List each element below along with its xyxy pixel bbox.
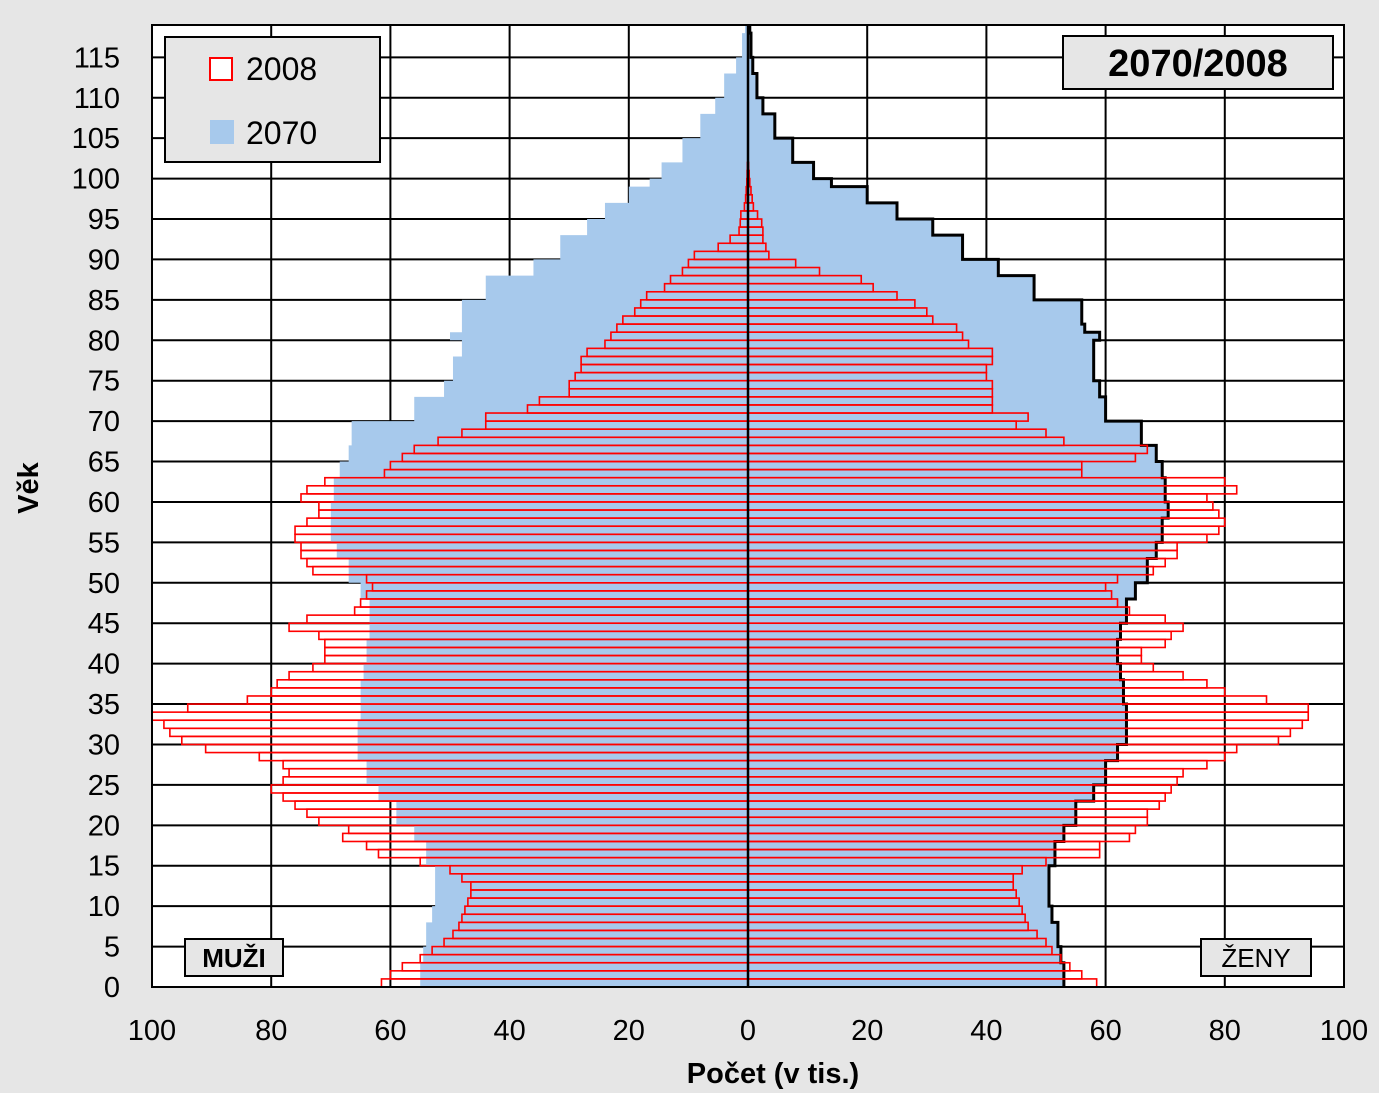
y-tick-label: 85 bbox=[88, 285, 120, 317]
y-tick-label: 90 bbox=[88, 244, 120, 276]
x-tick-label: 40 bbox=[970, 1015, 1002, 1047]
y-tick-label: 95 bbox=[88, 204, 120, 236]
x-tick-label: 20 bbox=[851, 1015, 883, 1047]
y-tick-label: 35 bbox=[88, 689, 120, 721]
y-tick-label: 15 bbox=[88, 851, 120, 883]
x-axis-ticks: 100 80 60 40 20 0 20 40 60 80 100 bbox=[128, 1015, 1368, 1047]
women-label-box: ŽENY bbox=[1200, 938, 1312, 977]
x-tick-label: 100 bbox=[128, 1015, 176, 1047]
y-tick-label: 30 bbox=[88, 729, 120, 761]
legend-label-2008: 2008 bbox=[246, 51, 317, 87]
y-axis-ticks: 0 5 10 15 20 25 30 35 40 45 50 55 60 65 70 75 80 85 90 95 10… bbox=[72, 42, 120, 1004]
area-2070-women bbox=[748, 25, 1169, 987]
y-tick-label: 65 bbox=[88, 447, 120, 479]
y-tick-label: 60 bbox=[88, 487, 120, 519]
x-axis-label: Počet (v tis.) bbox=[687, 1058, 859, 1090]
y-tick-label: 50 bbox=[88, 568, 120, 600]
x-tick-label: 100 bbox=[1320, 1015, 1368, 1047]
y-tick-label: 0 bbox=[104, 972, 120, 1004]
y-tick-label: 115 bbox=[74, 42, 120, 74]
legend-label-2070: 2070 bbox=[246, 115, 317, 151]
plot-frame bbox=[151, 24, 1345, 988]
legend-swatch-2070 bbox=[210, 120, 234, 144]
y-tick-label: 70 bbox=[88, 406, 120, 438]
y-tick-label: 25 bbox=[88, 770, 120, 802]
legend-swatch-2008 bbox=[209, 57, 233, 81]
y-tick-label: 105 bbox=[72, 123, 120, 155]
x-tick-label: 0 bbox=[740, 1015, 756, 1047]
y-tick-label: 80 bbox=[88, 325, 120, 357]
chart-title: 2070/2008 bbox=[1108, 43, 1288, 85]
area-2070-men bbox=[330, 25, 748, 987]
y-tick-label: 45 bbox=[88, 608, 120, 640]
y-axis-label: Věk bbox=[13, 461, 45, 513]
y-tick-label: 40 bbox=[88, 649, 120, 681]
chart-title-box: 2070/2008 bbox=[1062, 35, 1334, 90]
x-tick-label: 80 bbox=[255, 1015, 287, 1047]
x-tick-label: 40 bbox=[493, 1015, 525, 1047]
y-tick-label: 20 bbox=[88, 810, 120, 842]
x-tick-label: 80 bbox=[1209, 1015, 1241, 1047]
series-2070-area bbox=[330, 25, 1170, 987]
legend: 2008 2070 bbox=[164, 36, 381, 163]
y-tick-label: 55 bbox=[88, 527, 120, 559]
y-tick-label: 100 bbox=[72, 164, 120, 196]
y-tick-label: 110 bbox=[74, 83, 120, 115]
x-tick-label: 20 bbox=[613, 1015, 645, 1047]
legend-box bbox=[164, 36, 381, 163]
y-tick-label: 10 bbox=[88, 891, 120, 923]
men-label: MUŽI bbox=[202, 943, 266, 973]
women-label: ŽENY bbox=[1221, 943, 1290, 973]
men-label-box: MUŽI bbox=[184, 938, 284, 977]
y-tick-label: 5 bbox=[104, 932, 120, 964]
x-tick-label: 60 bbox=[374, 1015, 406, 1047]
y-tick-label: 75 bbox=[88, 366, 120, 398]
x-tick-label: 60 bbox=[1089, 1015, 1121, 1047]
